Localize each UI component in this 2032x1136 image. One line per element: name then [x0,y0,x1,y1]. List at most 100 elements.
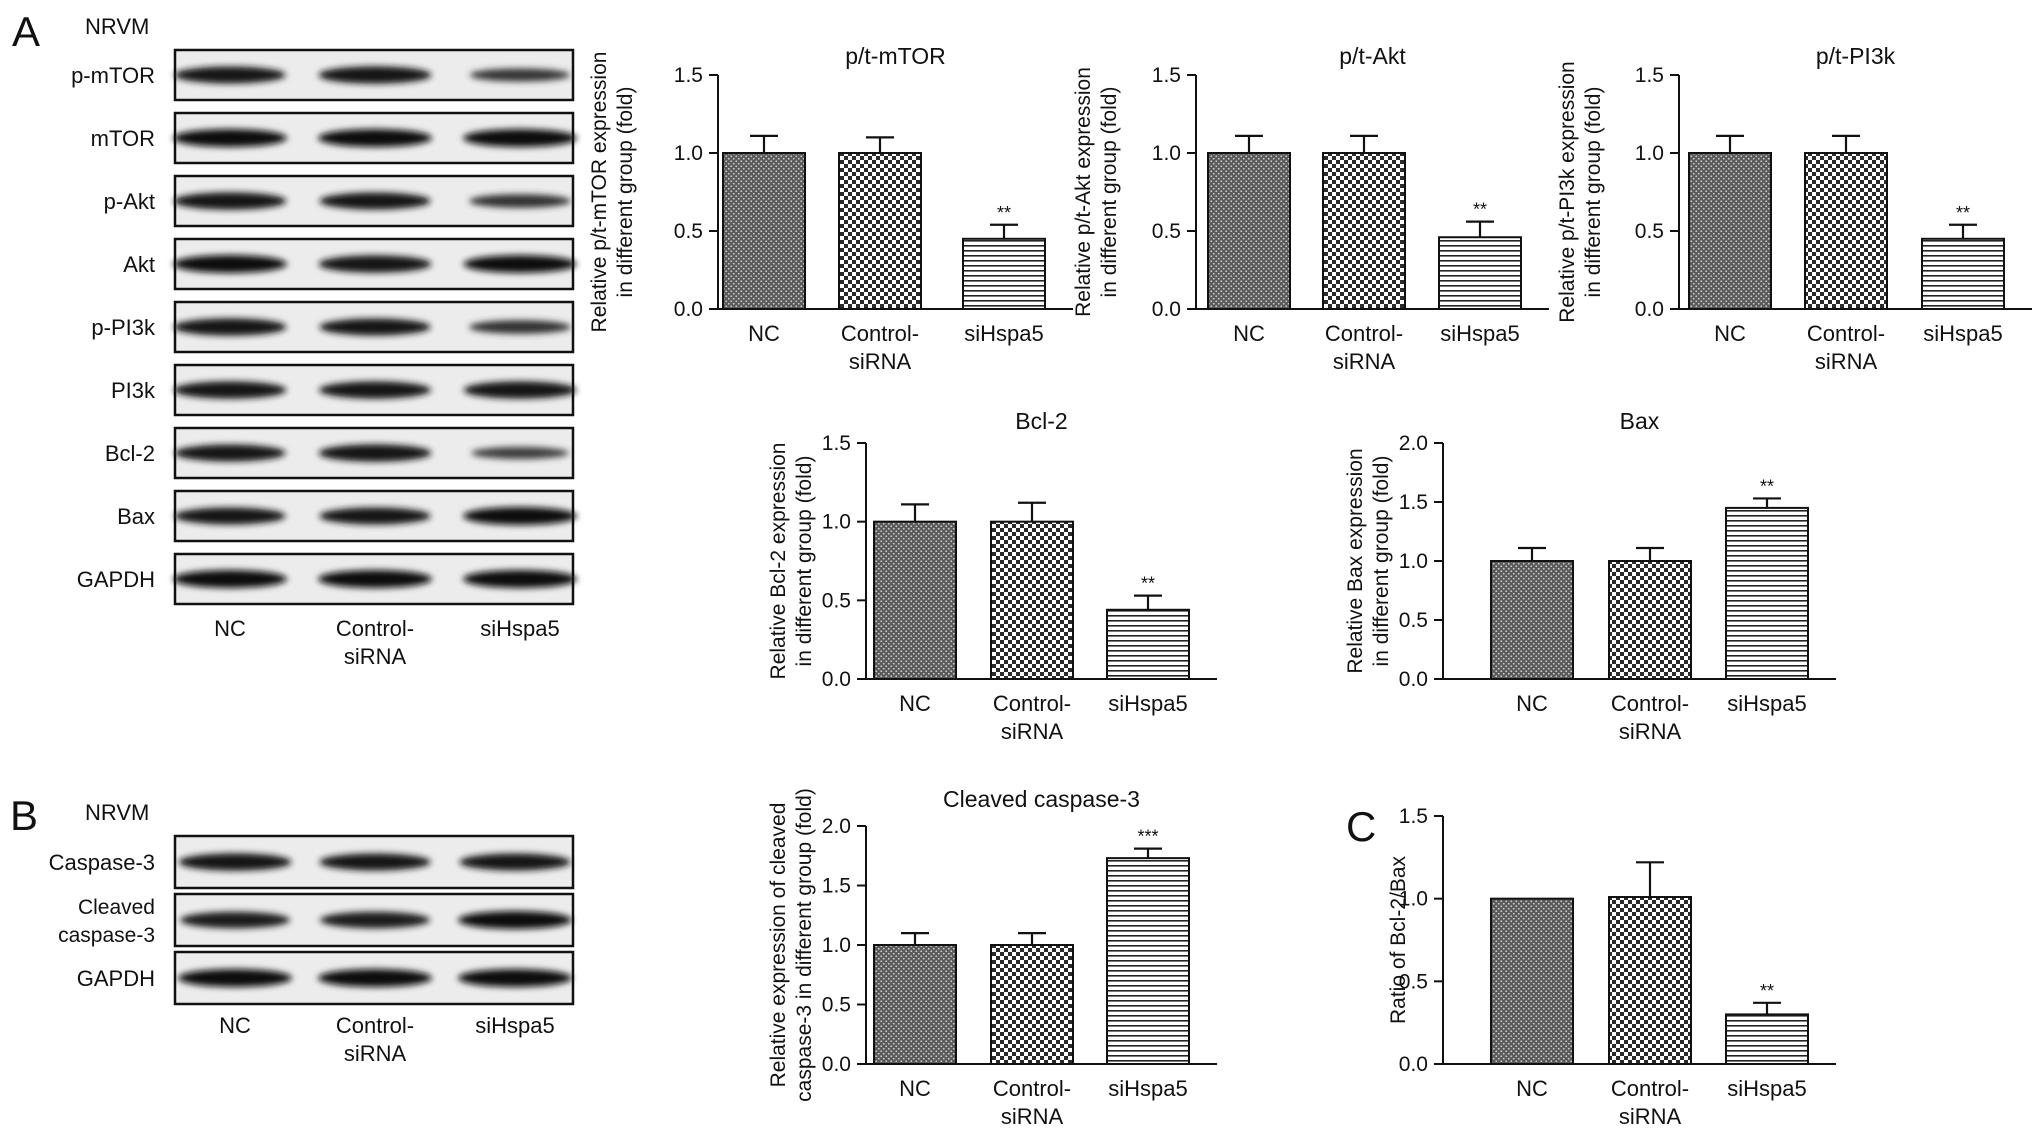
bar [1688,152,1772,310]
panel-label-C: C [1346,803,1376,850]
blot-band [462,129,578,147]
blot-row-label: Caspase-3 [49,850,155,875]
blot-band [172,255,288,273]
blot-band [319,318,431,336]
blot-row-label: p-mTOR [71,63,155,88]
blot-row: Cleaved caspase-3 [58,892,575,948]
blot-row: GAPDH [77,950,575,1006]
blot-row-label: GAPDH [77,966,155,991]
y-tick-label: 1.5 [1399,805,1428,828]
bar [1438,236,1522,311]
blot-header-label: NRVM [85,14,149,39]
blot-band [319,507,431,525]
blot-band [173,192,287,210]
bar [990,944,1074,1065]
blot-row: p-PI3k [91,300,575,354]
blot-band [463,381,577,399]
y-tick-label: 1.5 [1152,64,1181,87]
blot-band [471,446,569,460]
x-tick-label: Control-siRNA [1325,321,1403,374]
y-tick-label: 0.5 [822,994,851,1017]
x-tick-label: siHspa5 [964,321,1043,346]
y-axis-label-line: in different group (fold) [1582,87,1605,298]
bar [1725,1013,1809,1066]
western-blot-B: NRVM Caspase-3 Cleaved caspase-3 GAPDH NC Cont… [49,800,575,1066]
bar [1725,506,1809,680]
blot-band [178,853,292,871]
y-tick-label: 2.0 [1399,432,1428,455]
blot-band [177,969,293,987]
bar-chart: 0.0 0.5 1.0 1.5 Ratio of Bcl-2/Bax NC Control-… [1387,805,1836,1129]
y-tick-label: 0.0 [1152,298,1181,321]
blot-lane-label: siHspa5 [475,1013,554,1038]
blot-band [317,570,433,588]
x-tick-label: siHspa5 [1108,691,1187,716]
blot-band [469,68,571,82]
blot-band [319,853,431,871]
blot-band [173,318,287,336]
y-axis-label: Ratio of Bcl-2/Bax [1387,855,1410,1024]
y-axis-label-line: Relative p/t-PI3k expression [1556,61,1579,322]
y-axis-label-line: in different group (fold) [1370,456,1393,667]
y-tick-label: 0.0 [822,668,851,691]
x-tick-label: NC [1516,691,1548,716]
blot-row-label: p-Akt [104,189,155,214]
bar-chart: Bax 0.0 0.5 1.0 1.5 2.0 Relative Bax expressio… [1344,408,1836,744]
y-tick-label: 0.5 [1635,220,1664,243]
blot-row: Caspase-3 [49,834,575,890]
y-axis-label: Relative p/t-mTOR expression in different… [588,52,637,333]
chart-title: Bax [1620,408,1660,434]
x-tick-label: siHspa5 [1108,1076,1187,1101]
x-tick-label: NC [899,691,931,716]
bar-charts-layer: p/t-mTOR 0.0 0.5 1.0 1.5 Relative p/t-mTOR ex… [588,43,2032,1129]
blot-band [172,570,288,588]
bar-chart: p/t-Akt 0.0 0.5 1.0 1.5 Relative p/t-Akt expr… [1072,43,1549,374]
blot-row-label: Bcl-2 [105,441,155,466]
y-tick-label: 0.0 [674,298,703,321]
y-tick-label: 1.5 [674,64,703,87]
blot-band [469,194,571,208]
blot-band [173,381,287,399]
y-tick-label: 0.5 [1399,970,1428,993]
blot-band [457,911,573,929]
y-tick-label: 1.5 [1635,64,1664,87]
x-tick-label: NC [1714,321,1746,346]
blot-band [462,570,578,588]
blot-row: Akt [123,237,577,291]
x-tick-label: NC [899,1076,931,1101]
bar [722,152,806,310]
bar [1106,857,1190,1065]
blot-lane-label: Control-siRNA [336,616,414,669]
bar [990,520,1074,681]
y-axis-label-line: caspase-3 in different group (fold) [793,788,816,1102]
bar-chart: p/t-mTOR 0.0 0.5 1.0 1.5 Relative p/t-mTOR ex… [588,43,1073,374]
x-tick-label: siHspa5 [1727,1076,1806,1101]
blot-band [457,969,573,987]
blot-band [174,66,286,84]
y-tick-label: 1.5 [822,432,851,455]
blot-band [459,853,571,871]
y-axis-label-line: Ratio of Bcl-2/Bax [1387,855,1410,1024]
significance-marker: ** [1760,981,1774,1001]
bar [1921,237,2005,310]
x-tick-label: Control-siRNA [1807,321,1885,374]
y-axis-label-line: Relative p/t-Akt expression [1072,67,1095,317]
significance-marker: ** [997,203,1011,223]
y-axis-label: Relative p/t-PI3k expression in different… [1556,61,1605,322]
bar [1490,560,1574,680]
x-tick-label: siHspa5 [1923,321,2002,346]
y-tick-label: 1.5 [1399,491,1428,514]
blot-row-label: Akt [123,252,155,277]
blot-lane-label: siHspa5 [480,616,559,641]
chart-title: p/t-PI3k [1816,43,1896,69]
blot-band [317,129,433,147]
y-axis-label: Relative Bax expression in different grou… [1344,448,1393,673]
significance-marker: ** [1956,203,1970,223]
bar [1804,152,1888,310]
bar [873,520,957,681]
x-tick-label: NC [1233,321,1265,346]
blot-band [462,507,578,525]
blot-band [180,911,290,929]
x-tick-label: siHspa5 [1440,321,1519,346]
